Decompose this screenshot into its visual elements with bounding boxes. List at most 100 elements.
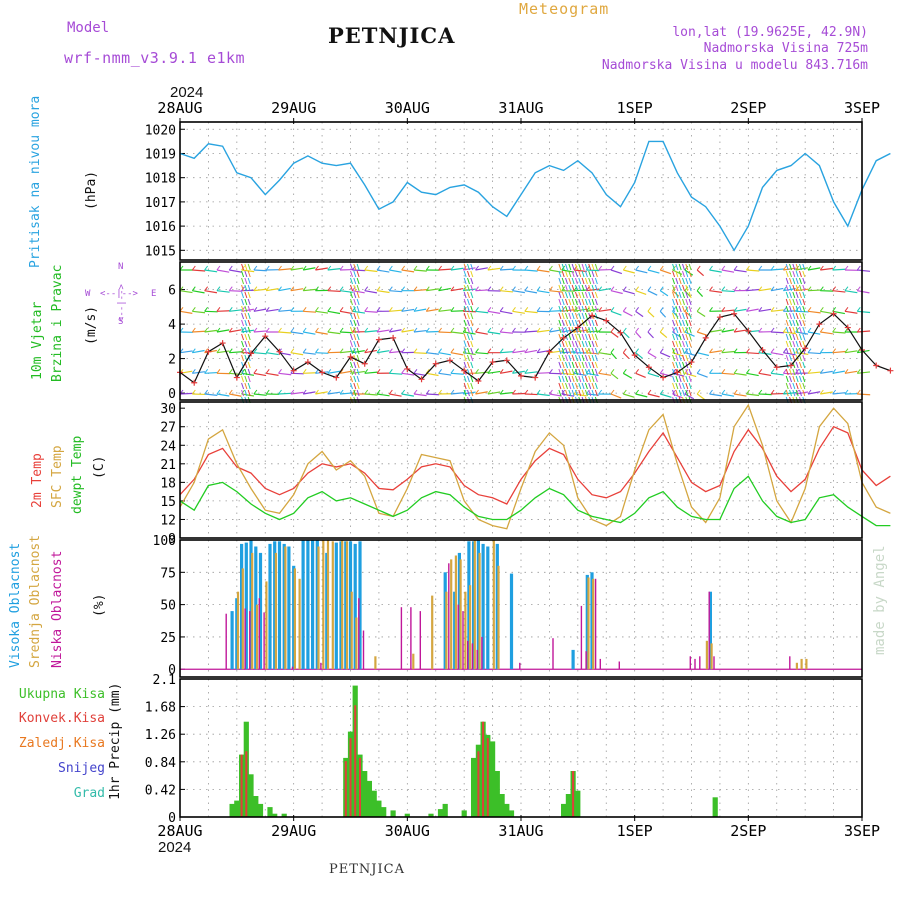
wind-barb	[688, 291, 692, 299]
wind-barb-feather	[265, 327, 270, 333]
wind-barb	[475, 310, 489, 314]
wind-barb	[795, 333, 799, 341]
wind-barb	[278, 331, 292, 334]
cloud-mid-bar	[464, 591, 467, 670]
wind-barb	[247, 312, 251, 320]
wind-barb-feather	[598, 369, 603, 374]
wind-barb	[672, 277, 676, 285]
wind-barb	[565, 298, 568, 306]
cloud-low-bar	[689, 656, 691, 670]
wind-barb-feather	[635, 348, 640, 353]
cloud-mid-bar	[345, 541, 349, 670]
wind-barb-feather	[438, 389, 442, 395]
wind-barb	[799, 340, 802, 348]
wind-barb	[721, 350, 735, 354]
wind-barb	[584, 270, 588, 278]
wind-barb	[350, 319, 353, 327]
wind-barb	[574, 277, 578, 285]
wind-barb-feather	[265, 265, 270, 271]
wind-barb	[684, 352, 697, 357]
wind-barb-feather	[610, 327, 615, 333]
compass-n-label: N	[118, 262, 124, 272]
wind-barb-feather	[425, 286, 430, 291]
wind-barb-feather	[315, 286, 319, 291]
wind-barb	[799, 326, 802, 334]
wind-barb-feather	[462, 389, 467, 395]
wind-barb-feather	[487, 286, 492, 291]
model-label: Model	[67, 20, 110, 36]
wind-barb	[799, 333, 802, 341]
wind-barb	[807, 331, 821, 335]
wind-barb-feather	[795, 348, 800, 353]
wind-barb	[475, 267, 488, 271]
wind-barb	[467, 361, 470, 369]
wind-barb	[353, 305, 357, 313]
wind-barb-feather	[351, 265, 356, 271]
cloud-mid-bar	[710, 643, 713, 670]
wind-barb	[584, 361, 588, 369]
wind-barb	[561, 396, 565, 404]
wind-barb	[568, 284, 572, 292]
precip-conv-bar	[572, 771, 575, 817]
cloud-mid-bar	[412, 653, 415, 670]
wind-barb	[623, 290, 635, 295]
cloud-high-bar	[287, 546, 291, 670]
wind-barb-feather	[499, 286, 504, 291]
cloud-high-bar	[344, 541, 348, 670]
wind-barb	[487, 391, 501, 395]
precip-total-bar	[281, 813, 287, 817]
wind-barb-feather	[598, 389, 603, 395]
wind-barb	[734, 372, 747, 376]
wind-barb	[247, 340, 251, 348]
cloud-mid-bar	[298, 578, 301, 670]
wind-barb	[792, 284, 796, 292]
cloud-mid-bar	[459, 559, 462, 670]
wind-barb	[500, 351, 514, 354]
wind-barb-feather	[672, 286, 676, 291]
wind-barb	[353, 382, 357, 390]
wind-barb-feather	[278, 348, 282, 353]
wind-barb	[549, 290, 563, 293]
wind-barb	[475, 331, 488, 335]
wind-barb	[356, 347, 360, 355]
wind-barb-feather	[598, 286, 603, 291]
wind-barb-feather	[782, 369, 787, 374]
cloud-mid-bar	[492, 540, 495, 670]
wind-barb	[475, 371, 489, 374]
cloud-mid-bar	[795, 662, 798, 670]
wind-barb	[290, 288, 304, 292]
wind-barb	[789, 277, 793, 285]
wind-barb-feather	[216, 265, 221, 271]
wind-barb	[688, 326, 692, 334]
wind-speed-marker	[177, 369, 183, 376]
wind-barb	[672, 326, 676, 334]
cloud-low-bar	[594, 578, 597, 670]
wind-barb	[792, 389, 796, 397]
wind-barb	[241, 305, 245, 313]
wind-barb	[350, 270, 353, 278]
precip-total-bar	[480, 721, 486, 817]
wind-barb	[524, 349, 538, 354]
wind-barb-feather	[241, 389, 245, 395]
wind-speed-marker	[418, 376, 425, 383]
wind-barb	[500, 310, 513, 315]
wind-barb	[685, 382, 689, 390]
wind-barb	[591, 291, 595, 299]
wind-barb	[463, 312, 467, 320]
wind-barb	[598, 287, 612, 292]
wind-barb	[789, 326, 793, 334]
wind-barb	[244, 312, 248, 320]
wind-barb	[558, 354, 562, 362]
wind-barb-feather	[549, 307, 553, 312]
wind-barb-feather	[364, 348, 369, 353]
wind-barb	[785, 361, 789, 369]
wind-barb-feather	[512, 389, 516, 395]
wind-barb	[512, 370, 525, 374]
wind-barb	[463, 270, 467, 278]
wind-barb-feather	[758, 327, 763, 333]
wind-barb	[685, 298, 689, 306]
wind-barb	[565, 305, 568, 313]
wind-barb	[688, 333, 692, 341]
y-tick-label: 6	[168, 284, 176, 299]
precip-total-bar	[575, 790, 581, 817]
